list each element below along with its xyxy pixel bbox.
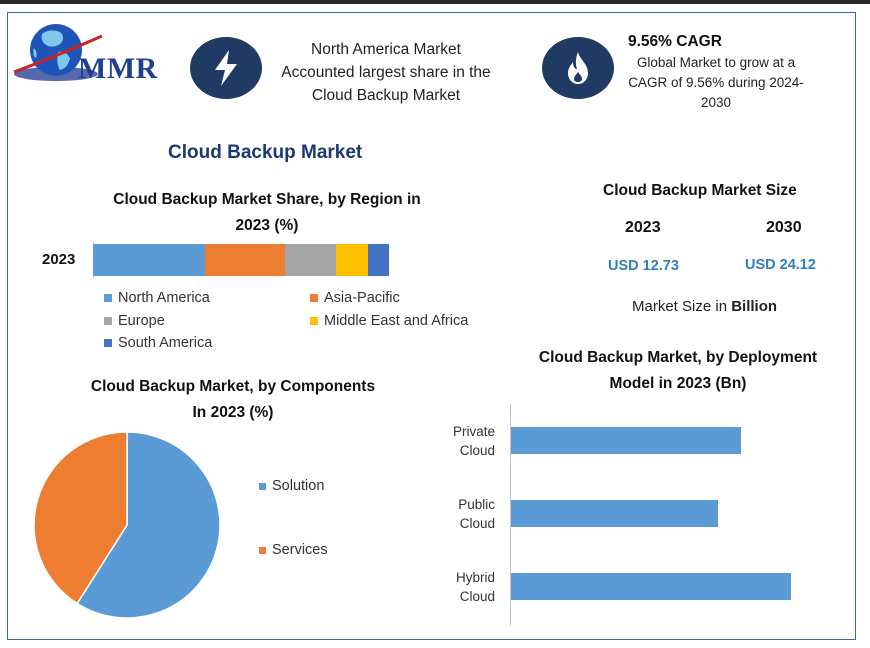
deployment-bar-public-cloud — [511, 500, 719, 527]
market-size-value-2030: USD 24.12 — [745, 257, 816, 273]
components-title-line: Cloud Backup Market, by Components — [90, 378, 376, 395]
deployment-axis-line — [510, 404, 511, 626]
market-size-title: Cloud Backup Market Size — [603, 182, 797, 199]
legend-label: Solution — [272, 478, 325, 494]
deployment-bar-hybrid-cloud — [511, 573, 791, 600]
region-chart-title: Cloud Backup Market Share, by Region in … — [82, 187, 452, 239]
logo-text: MMR — [78, 52, 158, 85]
region-title-line: Cloud Backup Market Share, by Region in — [113, 191, 421, 208]
deployment-category-label: Private Cloud — [425, 422, 495, 460]
components-chart-title: Cloud Backup Market, by Components In 20… — [60, 374, 406, 426]
legend-swatch — [310, 294, 318, 302]
region-category-label: 2023 — [42, 251, 76, 268]
region-title-line: 2023 (%) — [235, 217, 299, 234]
legend-swatch — [310, 317, 318, 325]
deployment-title-line: Model in 2023 (Bn) — [609, 375, 747, 392]
deployment-category-line: Public — [458, 497, 495, 512]
deployment-category-line: Hybrid — [455, 570, 495, 585]
deployment-category-line: Cloud — [459, 443, 495, 458]
deployment-category-line: Cloud — [459, 589, 495, 604]
market-size-year-2023: 2023 — [625, 219, 661, 236]
highlight-text: North America Market Accounted largest s… — [268, 38, 504, 107]
deployment-category-line: Private — [452, 424, 495, 439]
top-bar — [0, 0, 870, 4]
region-bar-segment-middle-east-and-africa — [335, 244, 369, 276]
deployment-category-line: Cloud — [459, 516, 495, 531]
legend-swatch — [104, 317, 112, 325]
legend-label: Asia-Pacific — [324, 290, 400, 306]
lightning-icon — [215, 50, 237, 86]
legend-label: North America — [118, 290, 210, 306]
mmr-logo — [12, 18, 172, 88]
market-size-value-2023: USD 12.73 — [608, 258, 679, 274]
cagr-title: 9.56% CAGR — [628, 33, 722, 50]
highlight-line: Accounted largest share in the — [281, 64, 491, 81]
components-pie-chart — [33, 431, 221, 619]
flame-icon-badge — [542, 37, 614, 99]
market-size-note-prefix: Market Size in — [632, 298, 732, 315]
globe-icon — [13, 24, 103, 81]
region-bar-segment-south-america — [368, 244, 389, 276]
lightning-icon-badge — [190, 37, 262, 99]
deployment-category-label: Public Cloud — [425, 495, 495, 533]
market-size-year-2030: 2030 — [766, 219, 802, 236]
highlight-line: North America Market — [311, 41, 461, 58]
market-size-note-unit: Billion — [731, 298, 778, 315]
legend-label: Middle East and Africa — [324, 313, 469, 329]
deployment-category-label: Hybrid Cloud — [425, 568, 495, 606]
legend-swatch — [104, 339, 112, 347]
pie-slice-services — [33, 431, 128, 605]
cagr-text: Global Market to grow at a CAGR of 9.56%… — [610, 53, 822, 113]
infographic-frame — [7, 12, 856, 640]
main-title: Cloud Backup Market — [168, 142, 363, 163]
legend-swatch — [259, 546, 266, 554]
region-legend-item: North America — [104, 290, 210, 306]
deployment-chart-title: Cloud Backup Market, by Deployment Model… — [508, 345, 848, 397]
region-legend-item: Europe — [104, 313, 165, 329]
components-title-line: In 2023 (%) — [192, 404, 274, 421]
region-legend-item: South America — [104, 335, 212, 351]
region-legend-item: Asia-Pacific — [310, 290, 400, 306]
region-bar-segment-north-america — [93, 244, 206, 276]
legend-label: Europe — [118, 313, 165, 329]
highlight-line: Cloud Backup Market — [311, 87, 461, 104]
components-legend-item: Solution — [259, 478, 324, 494]
region-legend-item: Middle East and Africa — [310, 313, 468, 329]
region-bar-segment-asia-pacific — [205, 244, 286, 276]
legend-label: Services — [272, 542, 328, 558]
deployment-title-line: Cloud Backup Market, by Deployment — [538, 349, 818, 366]
cagr-line: 2030 — [700, 95, 732, 110]
cagr-line: Global Market to grow at a — [636, 55, 796, 70]
legend-label: South America — [118, 335, 213, 351]
cagr-line: CAGR of 9.56% during 2024- — [628, 75, 804, 90]
deployment-bar-private-cloud — [511, 427, 741, 454]
region-bar-segment-europe — [285, 244, 336, 276]
legend-swatch — [259, 482, 266, 490]
pie-slice-solution — [76, 431, 221, 619]
flame-icon — [568, 52, 588, 84]
components-legend-item: Services — [259, 542, 328, 558]
legend-swatch — [104, 294, 112, 302]
market-size-note: Market Size in Billion — [632, 298, 777, 315]
